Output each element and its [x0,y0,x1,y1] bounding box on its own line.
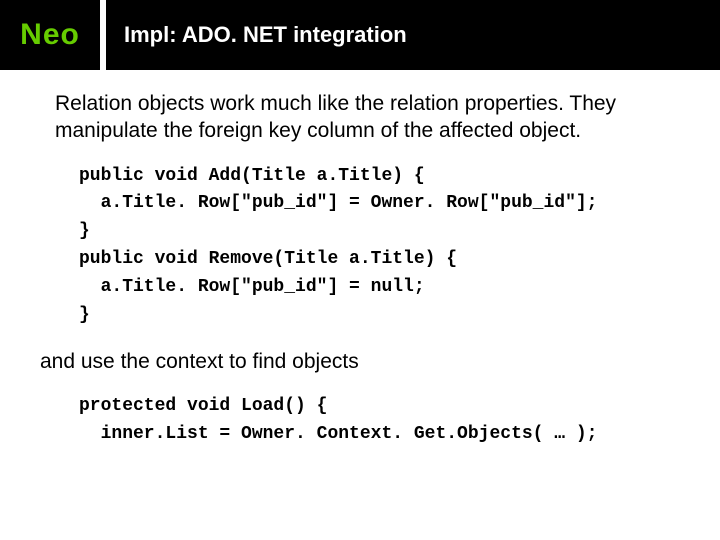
slide-content: Relation objects work much like the rela… [0,70,720,449]
logo-text: Neo [20,18,80,52]
logo-box: Neo [0,0,100,70]
code-block-1: public void Add(Title a.Title) { a.Title… [79,163,680,330]
code-block-2: protected void Load() { inner.List = Own… [79,393,680,449]
slide-title: Impl: ADO. NET integration [124,22,407,48]
paragraph-2: and use the context to find objects [40,348,680,375]
slide-header: Neo Impl: ADO. NET integration [0,0,720,70]
title-box: Impl: ADO. NET integration [100,0,720,70]
paragraph-1: Relation objects work much like the rela… [55,90,680,145]
